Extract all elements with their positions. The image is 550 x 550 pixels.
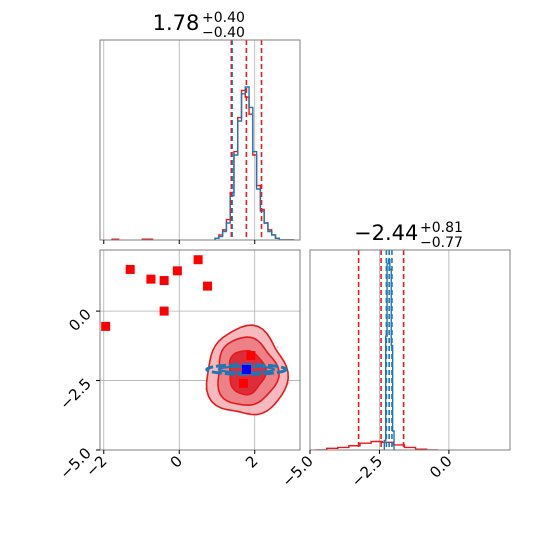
marker-red bbox=[159, 306, 169, 316]
x-tick-label-param-2: −2.5 bbox=[348, 452, 386, 490]
marker-red bbox=[159, 276, 169, 286]
x-tick-label-param-1: 2 bbox=[242, 452, 261, 471]
joint-frame bbox=[99, 249, 301, 451]
marginal-2-frame bbox=[309, 249, 511, 451]
y-tick-label-param-2: 0.0 bbox=[65, 305, 95, 335]
marker-red bbox=[172, 266, 182, 276]
sample-point bbox=[276, 346, 279, 349]
x-tick-label-param-2: −5.0 bbox=[278, 452, 316, 490]
histogram-blue bbox=[214, 86, 295, 240]
marginal-1-plot bbox=[103, 40, 295, 240]
marginal-1-frame bbox=[99, 39, 301, 241]
title-value: 1.78 bbox=[153, 11, 200, 35]
marginal-2-plot bbox=[310, 250, 450, 450]
histogram-red bbox=[315, 440, 438, 450]
x-tick-label-param-1: 0 bbox=[167, 452, 186, 471]
title-plus-error: +0.81 bbox=[420, 220, 463, 236]
marker-red bbox=[101, 321, 111, 331]
x-tick-label-param-2: 0.0 bbox=[426, 452, 456, 482]
y-tick-label-param-2: −2.5 bbox=[56, 375, 94, 413]
title-minus-error: −0.40 bbox=[202, 25, 245, 41]
contour-blue bbox=[205, 363, 288, 376]
marginal-1-title: 1.78 bbox=[153, 11, 200, 35]
marker-red bbox=[193, 255, 203, 265]
marginal-2-title: −2.44 bbox=[354, 221, 418, 245]
title-plus-error: +0.40 bbox=[202, 10, 245, 26]
marker-red bbox=[125, 264, 135, 274]
marker-red bbox=[238, 378, 248, 388]
marker-red bbox=[146, 274, 156, 284]
title-minus-error: −0.77 bbox=[420, 235, 463, 251]
marker-red bbox=[203, 281, 213, 291]
marker-red bbox=[246, 351, 256, 361]
marker-blue bbox=[241, 364, 251, 374]
joint-plot bbox=[100, 250, 300, 450]
